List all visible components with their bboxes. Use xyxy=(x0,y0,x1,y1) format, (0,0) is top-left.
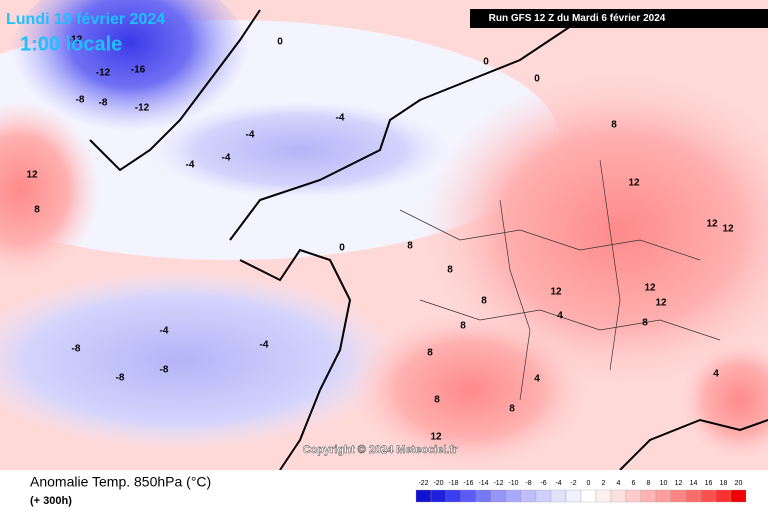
coastlines xyxy=(89,9,768,471)
legend-label: 12 xyxy=(675,480,683,487)
legend-label: -22 xyxy=(418,480,428,487)
legend-swatch xyxy=(475,489,492,503)
contour-label: -8 xyxy=(99,98,108,109)
legend-swatch xyxy=(715,489,732,503)
contour-label: 12 xyxy=(722,224,734,235)
legend-swatch xyxy=(610,489,627,503)
contour-label: -12 xyxy=(68,35,83,46)
contour-label: -4 xyxy=(246,130,255,141)
legend-label: -20 xyxy=(433,480,443,487)
contour-label: 8 xyxy=(427,348,433,359)
contour-label: -4 xyxy=(160,326,169,337)
contour-label: 8 xyxy=(407,241,413,252)
copyright: Copyright © 2024 Meteociel.fr xyxy=(303,444,459,456)
contour-label: -12 xyxy=(135,103,150,114)
legend-swatch xyxy=(640,489,657,503)
contour-label: 8 xyxy=(460,321,466,332)
legend-label: 2 xyxy=(602,480,606,487)
contour-label: 8 xyxy=(447,265,453,276)
contour-label: -4 xyxy=(222,153,231,164)
run-label: Run GFS 12 Z du Mardi 6 février 2024 xyxy=(489,13,666,24)
contour-label: -16 xyxy=(131,65,146,76)
legend-label: -12 xyxy=(493,480,503,487)
legend-swatch xyxy=(625,489,642,503)
legend-label: 10 xyxy=(660,480,668,487)
legend-swatch xyxy=(415,489,432,503)
legend-swatch xyxy=(430,489,447,503)
legend-swatch xyxy=(595,489,612,503)
legend-label: -14 xyxy=(478,480,488,487)
contour-label: 8 xyxy=(34,205,40,216)
time-label: 1:00 locale xyxy=(20,33,122,55)
legend-swatch xyxy=(565,489,582,503)
contour-label: -4 xyxy=(260,340,269,351)
footer-subtitle: (+ 300h) xyxy=(30,495,72,507)
legend-label: -16 xyxy=(463,480,473,487)
footer-title: Anomalie Temp. 850hPa (°C) xyxy=(30,474,211,490)
contour-label: 4 xyxy=(713,369,719,380)
legend-swatch xyxy=(685,489,702,503)
legend-label: -4 xyxy=(555,480,561,487)
legend: -22 -20 -18 -16 -14 -12 -10 -8 -6 -4 -2 0 2 4 6 8 10 12 14… xyxy=(415,480,747,503)
legend-label: -2 xyxy=(570,480,576,487)
legend-swatch xyxy=(550,489,567,503)
run-banner xyxy=(470,9,768,28)
contour-label: 8 xyxy=(611,120,617,131)
date-label: Lundi 19 février 2024 xyxy=(6,11,165,28)
legend-label: 20 xyxy=(735,480,743,487)
contour-label: 8 xyxy=(642,318,648,329)
legend-swatch xyxy=(535,489,552,503)
contour-label: 4 xyxy=(534,374,540,385)
legend-label: 14 xyxy=(690,480,698,487)
legend-label: -6 xyxy=(540,480,546,487)
contour-label: -8 xyxy=(72,344,81,355)
legend-swatch xyxy=(490,489,507,503)
contour-label: 4 xyxy=(557,311,563,322)
legend-label: 16 xyxy=(705,480,713,487)
contour-label: 8 xyxy=(481,296,487,307)
legend-swatch xyxy=(460,489,477,503)
legend-label: -8 xyxy=(525,480,531,487)
contour-label: -8 xyxy=(116,373,125,384)
contour-label: -8 xyxy=(76,95,85,106)
legend-label: 0 xyxy=(587,480,591,487)
borders xyxy=(399,159,721,401)
legend-swatch xyxy=(700,489,717,503)
contour-labels: -12 -16 -12 -12 -8 -8 8 12 8 12 12 12 12 12 12 8 8 8 8 8 8 12… xyxy=(26,35,734,443)
legend-label: 18 xyxy=(720,480,728,487)
legend-label: -10 xyxy=(508,480,518,487)
contour-label: 0 xyxy=(483,57,489,68)
contour-label: 12 xyxy=(628,178,640,189)
contour-label: 12 xyxy=(655,298,667,309)
contour-label: 12 xyxy=(550,287,562,298)
legend-swatch xyxy=(445,489,462,503)
contour-label: -8 xyxy=(160,365,169,376)
legend-swatch xyxy=(505,489,522,503)
contour-label: 12 xyxy=(430,432,442,443)
legend-swatch xyxy=(580,489,597,503)
contour-label: 0 xyxy=(339,243,345,254)
legend-swatch xyxy=(670,489,687,503)
contour-label: -12 xyxy=(96,68,111,79)
contour-label: -4 xyxy=(186,160,195,171)
contour-label: 12 xyxy=(644,283,656,294)
contour-label: 8 xyxy=(434,395,440,406)
contour-label: -4 xyxy=(336,113,345,124)
legend-swatch xyxy=(520,489,537,503)
legend-label: 8 xyxy=(647,480,651,487)
contour-label: 0 xyxy=(277,37,283,48)
legend-swatch xyxy=(655,489,672,503)
contour-label: 8 xyxy=(509,404,515,415)
contour-label: 0 xyxy=(534,74,540,85)
legend-swatch xyxy=(730,489,747,503)
legend-label: 6 xyxy=(632,480,636,487)
legend-label: -18 xyxy=(448,480,458,487)
map-background xyxy=(0,0,768,470)
contour-label: 12 xyxy=(706,219,718,230)
contour-label: 12 xyxy=(26,170,38,181)
legend-label: 4 xyxy=(617,480,621,487)
